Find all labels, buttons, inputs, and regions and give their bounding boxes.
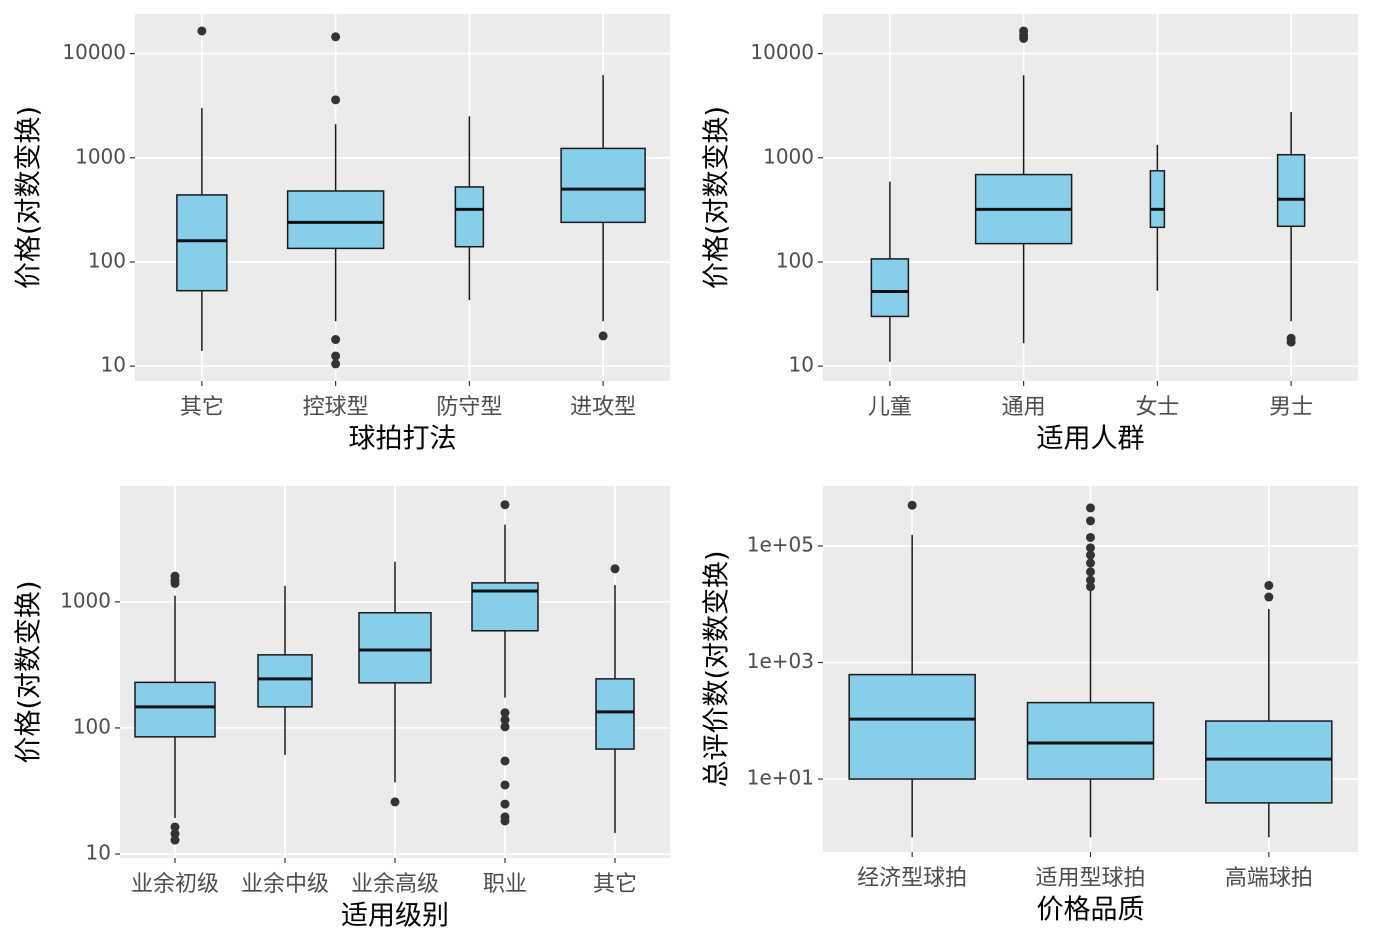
outlier: [1019, 33, 1029, 43]
outlier: [390, 797, 400, 807]
x-tick-label: 女士: [1135, 395, 1179, 420]
y-tick-label: 1000: [75, 144, 126, 168]
x-tick-label: 防守型: [436, 395, 502, 420]
plot-background: [823, 14, 1358, 381]
x-tick-label: 男士: [1269, 395, 1313, 420]
outlier: [1086, 575, 1095, 585]
x-axis-title: 球拍打法: [349, 424, 457, 455]
x-tick-label: 其它: [593, 872, 637, 897]
x-tick-label: 适用型球拍: [1035, 866, 1145, 891]
outlier: [500, 780, 510, 790]
x-tick-label: 业余中级: [241, 872, 329, 897]
outlier: [500, 708, 510, 718]
x-tick-label: 业余高级: [351, 872, 439, 897]
outlier: [1086, 550, 1095, 560]
outlier: [170, 835, 180, 845]
y-axis-title: 价格(对数变换): [14, 580, 45, 763]
box: [1026, 701, 1155, 780]
y-tick-label: 10000: [750, 40, 814, 64]
box: [870, 258, 910, 318]
y-axis-title: 价格(对数变换): [14, 106, 45, 289]
y-tick-label: 10: [86, 841, 111, 865]
outlier: [1264, 580, 1274, 590]
outlier: [1086, 516, 1095, 526]
outlier: [170, 829, 180, 839]
x-tick-label: 业余初级: [131, 872, 219, 897]
box: [560, 147, 646, 224]
x-tick-label: 儿童: [868, 395, 912, 420]
x-tick-label: 通用: [1002, 395, 1046, 420]
outlier: [170, 578, 180, 588]
outlier: [331, 351, 341, 361]
y-tick-label: 1e+05: [747, 532, 814, 556]
box: [257, 654, 313, 708]
outlier: [907, 500, 917, 510]
outlier: [331, 95, 341, 105]
box: [595, 678, 635, 750]
outlier: [1086, 532, 1095, 542]
outlier: [1086, 503, 1095, 513]
y-tick-label: 1000: [763, 144, 814, 168]
box: [176, 194, 228, 292]
y-tick-label: 100: [73, 714, 111, 738]
box: [454, 186, 485, 248]
outlier: [1264, 592, 1274, 602]
box: [1205, 720, 1333, 804]
outlier: [331, 359, 341, 369]
box: [286, 190, 385, 250]
outlier: [1086, 543, 1095, 553]
box: [848, 673, 976, 780]
x-tick-label: 高端球拍: [1225, 866, 1313, 891]
outlier: [500, 756, 510, 766]
box: [134, 681, 216, 738]
outlier: [610, 564, 620, 574]
outlier: [331, 335, 341, 345]
outlier: [1086, 567, 1095, 577]
x-axis-title: 价格品质: [1037, 895, 1145, 926]
x-tick-label: 经济型球拍: [857, 866, 967, 891]
box: [358, 611, 432, 684]
y-tick-label: 10: [101, 353, 126, 377]
x-tick-label: 控球型: [303, 395, 369, 420]
outlier: [1286, 337, 1296, 347]
outlier: [1086, 558, 1095, 568]
box: [1149, 170, 1166, 229]
x-axis-title: 适用级别: [341, 901, 449, 932]
y-tick-label: 1000: [60, 588, 111, 612]
outlier: [500, 816, 510, 826]
y-tick-label: 10: [789, 353, 814, 377]
y-tick-label: 100: [88, 248, 126, 272]
x-tick-label: 其它: [180, 395, 224, 420]
outlier: [1086, 582, 1095, 592]
outlier: [598, 331, 608, 341]
outlier: [500, 715, 510, 725]
x-tick-label: 职业: [483, 872, 527, 897]
x-axis-title: 适用人群: [1037, 424, 1145, 455]
y-tick-label: 1e+01: [747, 766, 814, 790]
outlier: [331, 32, 341, 42]
outlier: [170, 822, 180, 832]
x-tick-label: 进攻型: [570, 395, 636, 420]
outlier: [500, 799, 510, 809]
outlier: [500, 500, 510, 510]
y-tick-label: 100: [776, 248, 814, 272]
outlier: [500, 722, 510, 732]
box: [1276, 153, 1306, 228]
y-axis-title: 总评价数(对数变换): [702, 550, 733, 787]
y-axis-title: 价格(对数变换): [702, 106, 733, 289]
y-tick-label: 10000: [62, 40, 126, 64]
y-tick-label: 1e+03: [747, 649, 814, 673]
outlier: [197, 26, 207, 36]
